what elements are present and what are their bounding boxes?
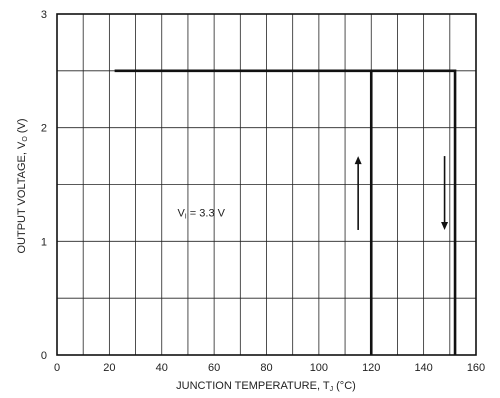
x-axis-label-unit: (°C) (333, 380, 356, 392)
x-tick-label: 60 (208, 362, 220, 374)
x-axis-label: JUNCTION TEMPERATURE, TJ (°C) (176, 380, 356, 393)
y-axis-label: OUTPUT VOLTAGE, VO (V) (16, 118, 29, 253)
x-axis-label-sub: J (330, 386, 334, 393)
x-tick-label: 140 (414, 362, 432, 374)
annot-layer: VI = 3.3 V (177, 156, 449, 230)
arrow-down-head (441, 221, 449, 230)
annotation-vin: VI = 3.3 V (177, 207, 225, 220)
x-axis-label-main: JUNCTION TEMPERATURE, T (176, 380, 330, 392)
x-tick-label: 40 (156, 362, 168, 374)
series-layer (114, 69, 457, 355)
x-tick-label: 80 (260, 362, 272, 374)
x-tick-label: 100 (310, 362, 328, 374)
arrow-up-head (354, 156, 362, 165)
grid-layer (57, 14, 476, 355)
annotation-vin-value: = 3.3 V (187, 207, 226, 219)
annotation-vin-main: V (177, 207, 185, 219)
x-tick-label: 0 (54, 362, 60, 374)
y-axis-label-sub: O (22, 136, 29, 142)
x-tick-label: 120 (362, 362, 380, 374)
tick-layer: 0 20 40 60 80 100 120 140 160 0 1 2 3 (41, 9, 485, 374)
series-line-1 (114, 69, 457, 355)
y-tick-label: 0 (41, 350, 47, 362)
y-tick-label: 1 (41, 236, 47, 248)
y-tick-label: 3 (41, 9, 47, 21)
y-axis-label-main: OUTPUT VOLTAGE, V (16, 141, 28, 254)
plot-frame (56, 13, 477, 356)
x-tick-label: 20 (103, 362, 115, 374)
y-tick-label: 2 (41, 123, 47, 135)
annotation-vin-sub: I (185, 213, 187, 220)
x-tick-label: 160 (467, 362, 485, 374)
frame-layer (56, 13, 477, 356)
y-axis-label-unit: (V) (16, 118, 28, 136)
